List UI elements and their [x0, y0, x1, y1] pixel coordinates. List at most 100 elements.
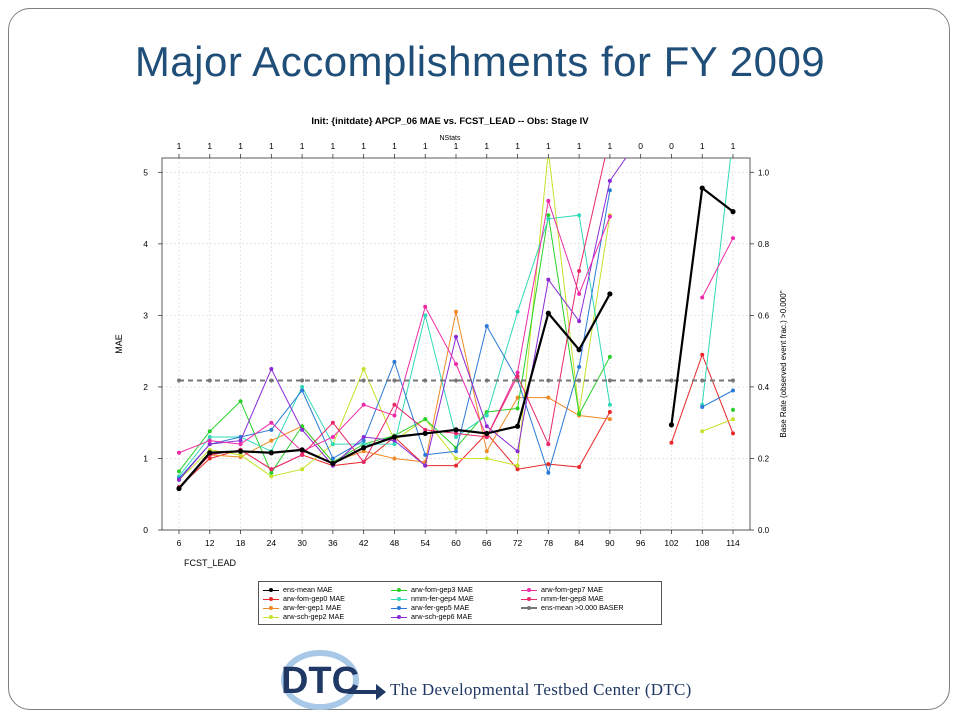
series-point	[392, 359, 397, 364]
legend-item: nmm-fer-gep8 MAE	[521, 594, 624, 603]
x-tick-label: 12	[205, 538, 215, 548]
legend-item: arw-fom-gep7 MAE	[521, 585, 624, 594]
series-point	[207, 429, 212, 434]
mae-line-chart: Init: {initdate} APCP_06 MAE vs. FCST_LE…	[114, 116, 788, 568]
series-point	[515, 467, 520, 472]
series-point	[361, 378, 366, 383]
chart-title: Init: {initdate} APCP_06 MAE vs. FCST_LE…	[311, 116, 589, 127]
series-point	[330, 378, 335, 383]
nstats-label: 1	[423, 141, 428, 151]
y-tick-label: 0	[143, 525, 148, 535]
series-point	[423, 452, 428, 457]
series-point	[454, 378, 458, 383]
nstats-label: 1	[238, 141, 243, 151]
series-point	[577, 213, 582, 218]
x-tick-label: 48	[390, 538, 400, 548]
series-point	[454, 431, 458, 436]
series-point	[300, 452, 305, 457]
series-point	[577, 269, 582, 274]
series-point	[669, 440, 674, 445]
legend-swatch	[391, 614, 407, 619]
series-point	[454, 463, 458, 468]
x-tick-label: 84	[574, 538, 584, 548]
series-point	[515, 309, 520, 314]
slide-title: Major Accomplishments for FY 2009	[134, 38, 826, 85]
series-point	[361, 449, 366, 454]
nstats-label: 0	[638, 141, 643, 151]
series-point	[361, 460, 366, 465]
series-line	[178, 158, 627, 481]
legend-label: ens-mean MAE	[283, 585, 333, 594]
series-point	[484, 449, 489, 454]
series-point	[207, 450, 213, 456]
series-point	[515, 378, 520, 383]
series-line	[701, 158, 732, 405]
y2-tick-label: 1.0	[758, 168, 770, 177]
series-point	[700, 378, 705, 383]
series-point	[484, 456, 489, 461]
series-point	[546, 470, 551, 475]
legend-swatch	[391, 587, 407, 592]
series-point	[515, 463, 520, 468]
legend-label: ens-mean >0.000 BASER	[541, 603, 624, 612]
series-point	[238, 452, 243, 457]
y-tick-label: 3	[143, 310, 148, 320]
series-point	[269, 474, 274, 479]
legend-swatch	[263, 605, 279, 610]
legend-item: arw-fom-gep0 MAE	[263, 594, 345, 603]
series-point	[269, 470, 274, 475]
series-point	[607, 409, 612, 414]
logo-text: DTC	[281, 660, 359, 702]
series-point	[514, 423, 521, 429]
nstats-label: 1	[331, 141, 336, 151]
nstats-label: 1	[300, 141, 305, 151]
y-tick-label: 1	[143, 453, 148, 463]
series-point	[237, 448, 244, 454]
series-point	[731, 431, 735, 436]
series-point	[607, 291, 613, 297]
nstats-label: 1	[392, 141, 397, 151]
x-tick-label: 102	[664, 538, 678, 548]
legend-swatch	[521, 596, 537, 601]
series-point	[546, 442, 551, 447]
series-point	[484, 424, 489, 429]
x-tick-label: 36	[328, 538, 338, 548]
series-point	[207, 435, 212, 439]
nstats-label: 1	[454, 141, 459, 151]
series-point	[668, 422, 675, 428]
series-line	[701, 237, 734, 298]
series-point	[607, 214, 612, 219]
series-point	[392, 442, 397, 447]
legend-item: nmm-fer-gep4 MAE	[391, 594, 474, 603]
series-point	[207, 442, 212, 447]
series-point	[484, 430, 490, 437]
series-point	[361, 438, 366, 443]
legend-item: arw-sch-gep6 MAE	[391, 612, 474, 621]
y2-tick-label: 0.4	[758, 383, 770, 392]
series-point	[454, 309, 458, 314]
nstats-label: 1	[608, 141, 613, 151]
series-point	[361, 367, 366, 372]
series-point	[423, 427, 428, 432]
series-point	[423, 378, 428, 383]
series-point	[269, 420, 274, 425]
y-axis-label: MAE	[114, 334, 124, 354]
x-tick-label: 108	[695, 538, 709, 548]
series-point	[515, 374, 520, 379]
series-point	[545, 310, 551, 316]
legend-column: ens-mean MAE arw-fom-gep0 MAE arw-fer-gep1…	[263, 585, 345, 621]
y2-tick-label: 0.2	[758, 454, 770, 463]
series-point	[392, 378, 397, 383]
y2-tick-label: 0.6	[758, 311, 770, 320]
series-point	[207, 378, 212, 383]
series-point	[577, 364, 582, 369]
y2-tick-label: 0.8	[758, 240, 770, 249]
legend-label: arw-fom-gep3 MAE	[411, 585, 473, 594]
series-point	[546, 213, 551, 218]
x-tick-label: 90	[605, 538, 615, 548]
legend-item: arw-fer-gep5 MAE	[391, 603, 474, 612]
series-point	[207, 456, 212, 461]
series-point	[330, 460, 336, 467]
series-point	[546, 216, 551, 221]
series-point	[700, 404, 705, 409]
